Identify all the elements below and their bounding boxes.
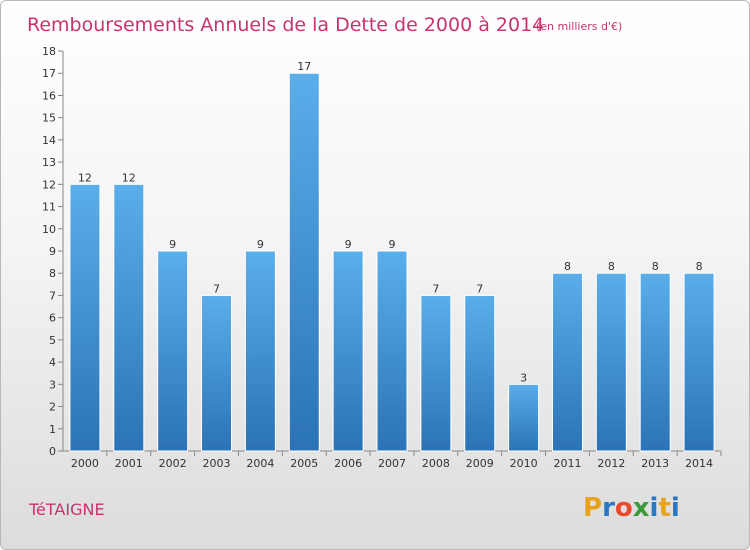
y-tick-label: 6 bbox=[49, 312, 56, 325]
bar-2010 bbox=[508, 383, 540, 452]
data-label-2009: 7 bbox=[476, 282, 483, 295]
chart-title: Remboursements Annuels de la Dette de 20… bbox=[27, 14, 544, 36]
y-tick-label: 15 bbox=[42, 112, 56, 125]
y-tick-label: 1 bbox=[49, 423, 56, 436]
x-tick-label: 2006 bbox=[334, 457, 362, 470]
bar-2011 bbox=[551, 272, 583, 452]
chart-subtitle: (en milliers d'€) bbox=[536, 20, 622, 33]
y-tick-label: 16 bbox=[42, 89, 56, 102]
bar-2009 bbox=[464, 294, 496, 452]
proxiti-logo: Proxiti bbox=[583, 493, 680, 523]
data-label-2008: 7 bbox=[432, 282, 439, 295]
logo-letter: i bbox=[650, 493, 659, 523]
data-label-2005: 17 bbox=[297, 60, 311, 73]
data-label-2003: 7 bbox=[213, 282, 220, 295]
y-tick-label: 2 bbox=[49, 401, 56, 414]
x-tick-label: 2005 bbox=[290, 457, 318, 470]
x-tick-label: 2000 bbox=[71, 457, 99, 470]
bar-2003 bbox=[201, 294, 233, 452]
y-tick-label: 7 bbox=[49, 289, 56, 302]
bar-2006 bbox=[332, 250, 364, 452]
y-tick-label: 17 bbox=[42, 67, 56, 80]
bar-2004 bbox=[244, 250, 276, 452]
bar-2000 bbox=[69, 183, 101, 452]
y-tick-label: 12 bbox=[42, 178, 56, 191]
bar-2001 bbox=[113, 183, 145, 452]
bar-2013 bbox=[639, 272, 671, 452]
logo-letter: x bbox=[633, 493, 650, 523]
y-tick-label: 3 bbox=[49, 378, 56, 391]
data-labels: 12 12 9 7 9 17 9 9 7 7 3 8 8 8 8 bbox=[78, 60, 703, 384]
y-tick-label: 4 bbox=[49, 356, 56, 369]
x-axis-ticks: 2000 2001 2002 2003 2004 2005 2006 2007 2008 2009… bbox=[71, 451, 722, 470]
logo-letter: P bbox=[583, 493, 602, 523]
bar-2007 bbox=[376, 250, 408, 452]
x-tick-label: 2014 bbox=[685, 457, 713, 470]
x-tick-label: 2013 bbox=[641, 457, 669, 470]
data-label-2002: 9 bbox=[169, 238, 176, 251]
data-label-2004: 9 bbox=[257, 238, 264, 251]
logo-letter: o bbox=[615, 493, 633, 523]
x-tick-label: 2009 bbox=[466, 457, 494, 470]
x-tick-label: 2011 bbox=[553, 457, 581, 470]
y-tick-label: 5 bbox=[49, 334, 56, 347]
x-tick-label: 2002 bbox=[159, 457, 187, 470]
data-label-2007: 9 bbox=[389, 238, 396, 251]
y-tick-label: 14 bbox=[42, 134, 56, 147]
bar-2014 bbox=[683, 272, 715, 452]
commune-name: TéTAIGNE bbox=[28, 500, 105, 519]
x-tick-label: 2001 bbox=[115, 457, 143, 470]
y-tick-label: 8 bbox=[49, 267, 56, 280]
x-tick-label: 2004 bbox=[246, 457, 274, 470]
bars bbox=[69, 72, 715, 452]
x-tick-label: 2003 bbox=[203, 457, 231, 470]
y-tick-label: 0 bbox=[49, 445, 56, 458]
logo-letter: r bbox=[602, 493, 615, 523]
data-label-2014: 8 bbox=[696, 260, 703, 273]
data-label-2013: 8 bbox=[652, 260, 659, 273]
bar-2012 bbox=[595, 272, 627, 452]
data-label-2006: 9 bbox=[345, 238, 352, 251]
bar-2002 bbox=[157, 250, 189, 452]
data-label-2012: 8 bbox=[608, 260, 615, 273]
x-tick-label: 2012 bbox=[597, 457, 625, 470]
bar-2008 bbox=[420, 294, 452, 452]
logo-letter: i bbox=[671, 493, 680, 523]
y-tick-label: 9 bbox=[49, 245, 56, 258]
x-tick-label: 2008 bbox=[422, 457, 450, 470]
logo-letter: t bbox=[658, 493, 670, 523]
data-label-2011: 8 bbox=[564, 260, 571, 273]
y-tick-label: 18 bbox=[42, 45, 56, 58]
x-tick-label: 2007 bbox=[378, 457, 406, 470]
data-label-2001: 12 bbox=[122, 171, 136, 184]
x-tick-label: 2010 bbox=[510, 457, 538, 470]
data-label-2000: 12 bbox=[78, 171, 92, 184]
bar-2005 bbox=[288, 72, 320, 452]
data-label-2010: 3 bbox=[520, 371, 527, 384]
y-tick-label: 13 bbox=[42, 156, 56, 169]
y-tick-label: 11 bbox=[42, 201, 56, 214]
y-tick-label: 10 bbox=[42, 223, 56, 236]
